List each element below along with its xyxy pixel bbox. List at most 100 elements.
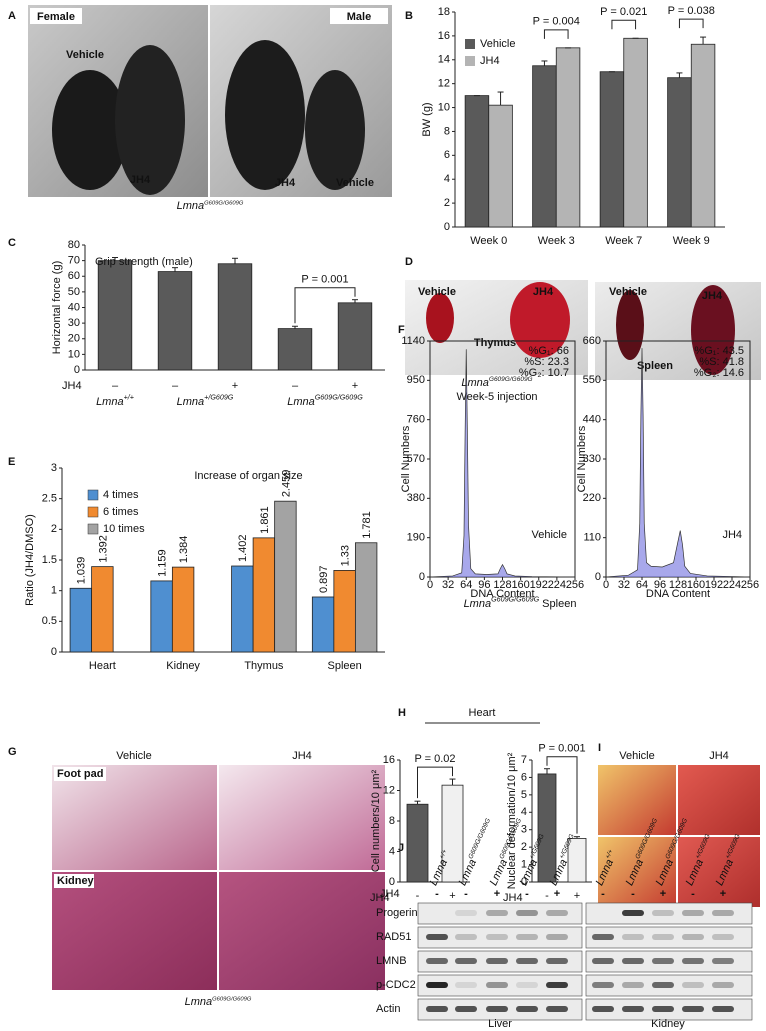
y-tick-label: 6 [521,771,527,783]
label-after: Spleen [539,598,576,610]
mouse [305,70,365,190]
legend-swatch [87,523,99,535]
x-tick-label: 192 [705,579,723,591]
panel-letter: J [398,842,404,854]
panel-title: Heart [469,707,496,719]
bar [274,500,297,653]
label-base: Lmna [177,396,205,408]
band [592,910,614,916]
stat-label: %S: 41.8 [699,356,744,368]
y-tick-label: 4 [444,173,450,185]
x-tick-label: 0 [603,579,609,591]
photo-label: JH4 [533,286,554,298]
y-tick-label: 0.5 [42,615,57,627]
bar [599,71,625,228]
treatment-sign: + [660,888,666,900]
x-tick-label: + [449,890,455,902]
y-tick-label: 20 [68,333,80,345]
y-tick-label: 0 [521,876,527,888]
treatment-sign: - [631,888,635,900]
label-sup: G609G/G609G [467,817,492,860]
band [682,958,704,964]
row-label: JH4 [370,892,390,904]
x-tick-label: + [232,380,238,392]
legend-swatch [465,56,475,66]
label-sup: G609G/G609G [491,595,539,603]
legend-label: Vehicle [480,38,515,50]
data-label: 1.039 [76,557,88,585]
stat-label: %G₁: 66 [529,345,569,357]
band [516,958,538,964]
row-label: JH4 [503,892,523,904]
y-tick-label: 16 [438,30,450,42]
y-axis-label: Nuclear deformation/10 μm² [506,752,518,889]
y-tick-label: 380 [407,492,425,504]
y-tick-label: 1 [51,585,57,597]
label-sup: +/G609G [204,393,234,401]
y-tick-label: 2 [444,197,450,209]
band [546,1006,568,1012]
bar [333,570,356,653]
column-label: JH4 [292,750,312,762]
y-tick-label: 0 [419,571,425,583]
label-box [54,767,106,781]
panel-letter: E [8,456,15,468]
photo-label: Vehicle [418,286,456,298]
row-label: JH4 [380,888,400,900]
organ [691,285,735,375]
data-label: 2.459 [280,470,292,498]
y-tick-label: 570 [407,453,425,465]
treatment-sign: - [435,888,439,900]
x-tick-label: 224 [548,579,566,591]
band [622,982,644,988]
column-label: Vehicle [116,750,151,762]
annotation: P = 0.02 [414,753,455,765]
band [622,1006,644,1012]
y-tick-label: 8 [444,125,450,137]
photo-caption: LmnaG609G/G609G [177,200,244,212]
treatment-sign: + [494,888,500,900]
band [546,982,568,988]
band [682,1006,704,1012]
bar [231,565,254,653]
data-label: 1.781 [361,511,373,539]
photo-label: Spleen [637,360,673,372]
histology [598,837,676,907]
x-tick-label: + [574,890,580,902]
band [652,1006,674,1012]
data-label: 1.392 [97,535,109,563]
bracket [678,18,704,29]
y-tick-label: 2.5 [42,493,57,505]
y-tick-label: 550 [583,374,601,386]
legend-swatch [87,506,99,518]
y-tick-label: 8 [389,815,395,827]
y-axis-label: Ratio (JH4/DMSO) [24,514,36,606]
bar [150,580,173,653]
bracket [543,29,569,39]
bar [532,65,557,228]
annotation: P = 0.001 [538,743,585,755]
band [712,1006,734,1012]
x-tick-label: 0 [427,579,433,591]
x-tick-label: Thymus [244,660,284,672]
band [486,982,508,988]
x-tick-label: Spleen [327,660,361,672]
photo-label: Thymus [474,337,516,349]
data-label: 0.897 [318,565,330,593]
bar [97,260,133,371]
bar [277,328,313,371]
row-label: Foot pad [57,768,103,780]
band [682,934,704,940]
y-tick-label: 0 [444,221,450,233]
column-label: Vehicle [619,750,654,762]
band [486,1006,508,1012]
x-tick-label: 64 [636,579,648,591]
row-label: Actin [376,1003,400,1015]
y-tick-label: 1.5 [42,554,57,566]
label-box [30,8,82,24]
label-base: Lmna [96,396,124,408]
y-tick-label: 14 [438,54,450,66]
photo-label: Vehicle [66,49,104,61]
blot-panel [585,926,753,949]
